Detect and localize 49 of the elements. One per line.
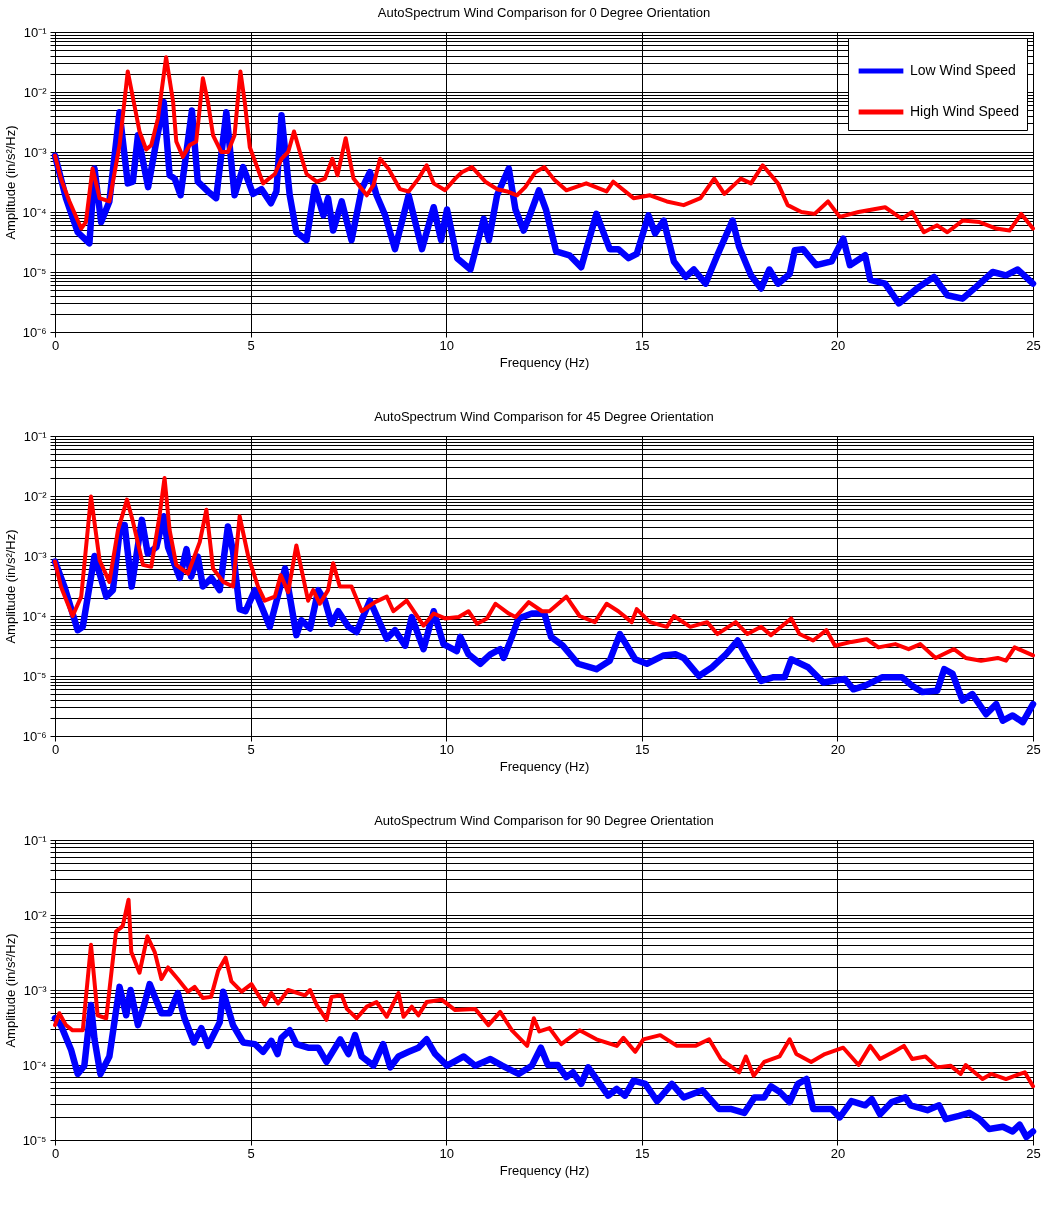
x-tick-label: 0 (51, 741, 60, 757)
line-series (53, 475, 1035, 663)
y-tick-label: 10⁻² (23, 907, 48, 923)
x-tick-label: 15 (635, 741, 650, 757)
y-axis-title: Amplitude (in/s²/Hz) (3, 529, 19, 644)
x-tick-label: 10 (439, 1145, 454, 1161)
x-tick-label: 5 (247, 337, 255, 353)
y-tick-label: 10⁻⁴ (22, 204, 47, 220)
y-tick-label: 10⁻⁵ (22, 668, 47, 684)
x-tick-label: 0 (51, 337, 60, 353)
x-axis-title: Frequency (Hz) (499, 758, 590, 774)
x-tick-label: 0 (51, 1145, 60, 1161)
x-tick-label: 5 (247, 1145, 255, 1161)
x-tick-label: 20 (830, 741, 846, 757)
x-tick-label: 15 (635, 1145, 650, 1161)
y-tick-label: 10⁻⁴ (22, 1057, 47, 1073)
y-tick-label: 10⁻¹ (23, 832, 48, 848)
line-series (53, 55, 1035, 235)
y-tick-label: 10⁻³ (23, 548, 48, 564)
line-series (53, 897, 1035, 1089)
y-tick-label: 10⁻³ (23, 144, 48, 160)
y-axis-title: Amplitude (in/s²/Hz) (3, 125, 19, 240)
x-tick-label: 25 (1026, 1145, 1041, 1161)
x-tick-label: 25 (1026, 337, 1041, 353)
x-tick-label: 5 (247, 741, 255, 757)
x-tick-label: 20 (830, 1145, 846, 1161)
chart-title: AutoSpectrum Wind Comparison for 90 Degree Orientation (374, 813, 714, 828)
chart-title: AutoSpectrum Wind Comparison for 0 Degree Orientation (377, 5, 711, 20)
legend-label: High Wind Speed (910, 103, 1019, 119)
y-tick-label: 10⁻⁶ (22, 324, 47, 340)
x-tick-label: 10 (439, 337, 454, 353)
y-tick-label: 10⁻³ (23, 982, 48, 998)
x-tick-label: 20 (830, 337, 846, 353)
y-tick-label: 10⁻⁵ (22, 264, 47, 280)
y-tick-label: 10⁻⁴ (22, 608, 47, 624)
x-axis-title: Frequency (Hz) (499, 354, 590, 370)
x-tick-label: 15 (635, 337, 650, 353)
legend-label: Low Wind Speed (910, 62, 1016, 78)
x-tick-label: 10 (439, 741, 454, 757)
x-tick-label: 25 (1026, 741, 1041, 757)
y-tick-label: 10⁻¹ (23, 24, 48, 40)
y-tick-label: 10⁻⁵ (22, 1132, 47, 1148)
y-tick-label: 10⁻¹ (23, 428, 48, 444)
chart-title: AutoSpectrum Wind Comparison for 45 Degree Orientation (374, 409, 714, 424)
x-axis-title: Frequency (Hz) (499, 1162, 590, 1178)
y-tick-label: 10⁻⁶ (22, 728, 47, 744)
y-tick-label: 10⁻² (23, 488, 48, 504)
y-tick-label: 10⁻² (23, 84, 48, 100)
y-axis-title: Amplitude (in/s²/Hz) (3, 933, 19, 1048)
